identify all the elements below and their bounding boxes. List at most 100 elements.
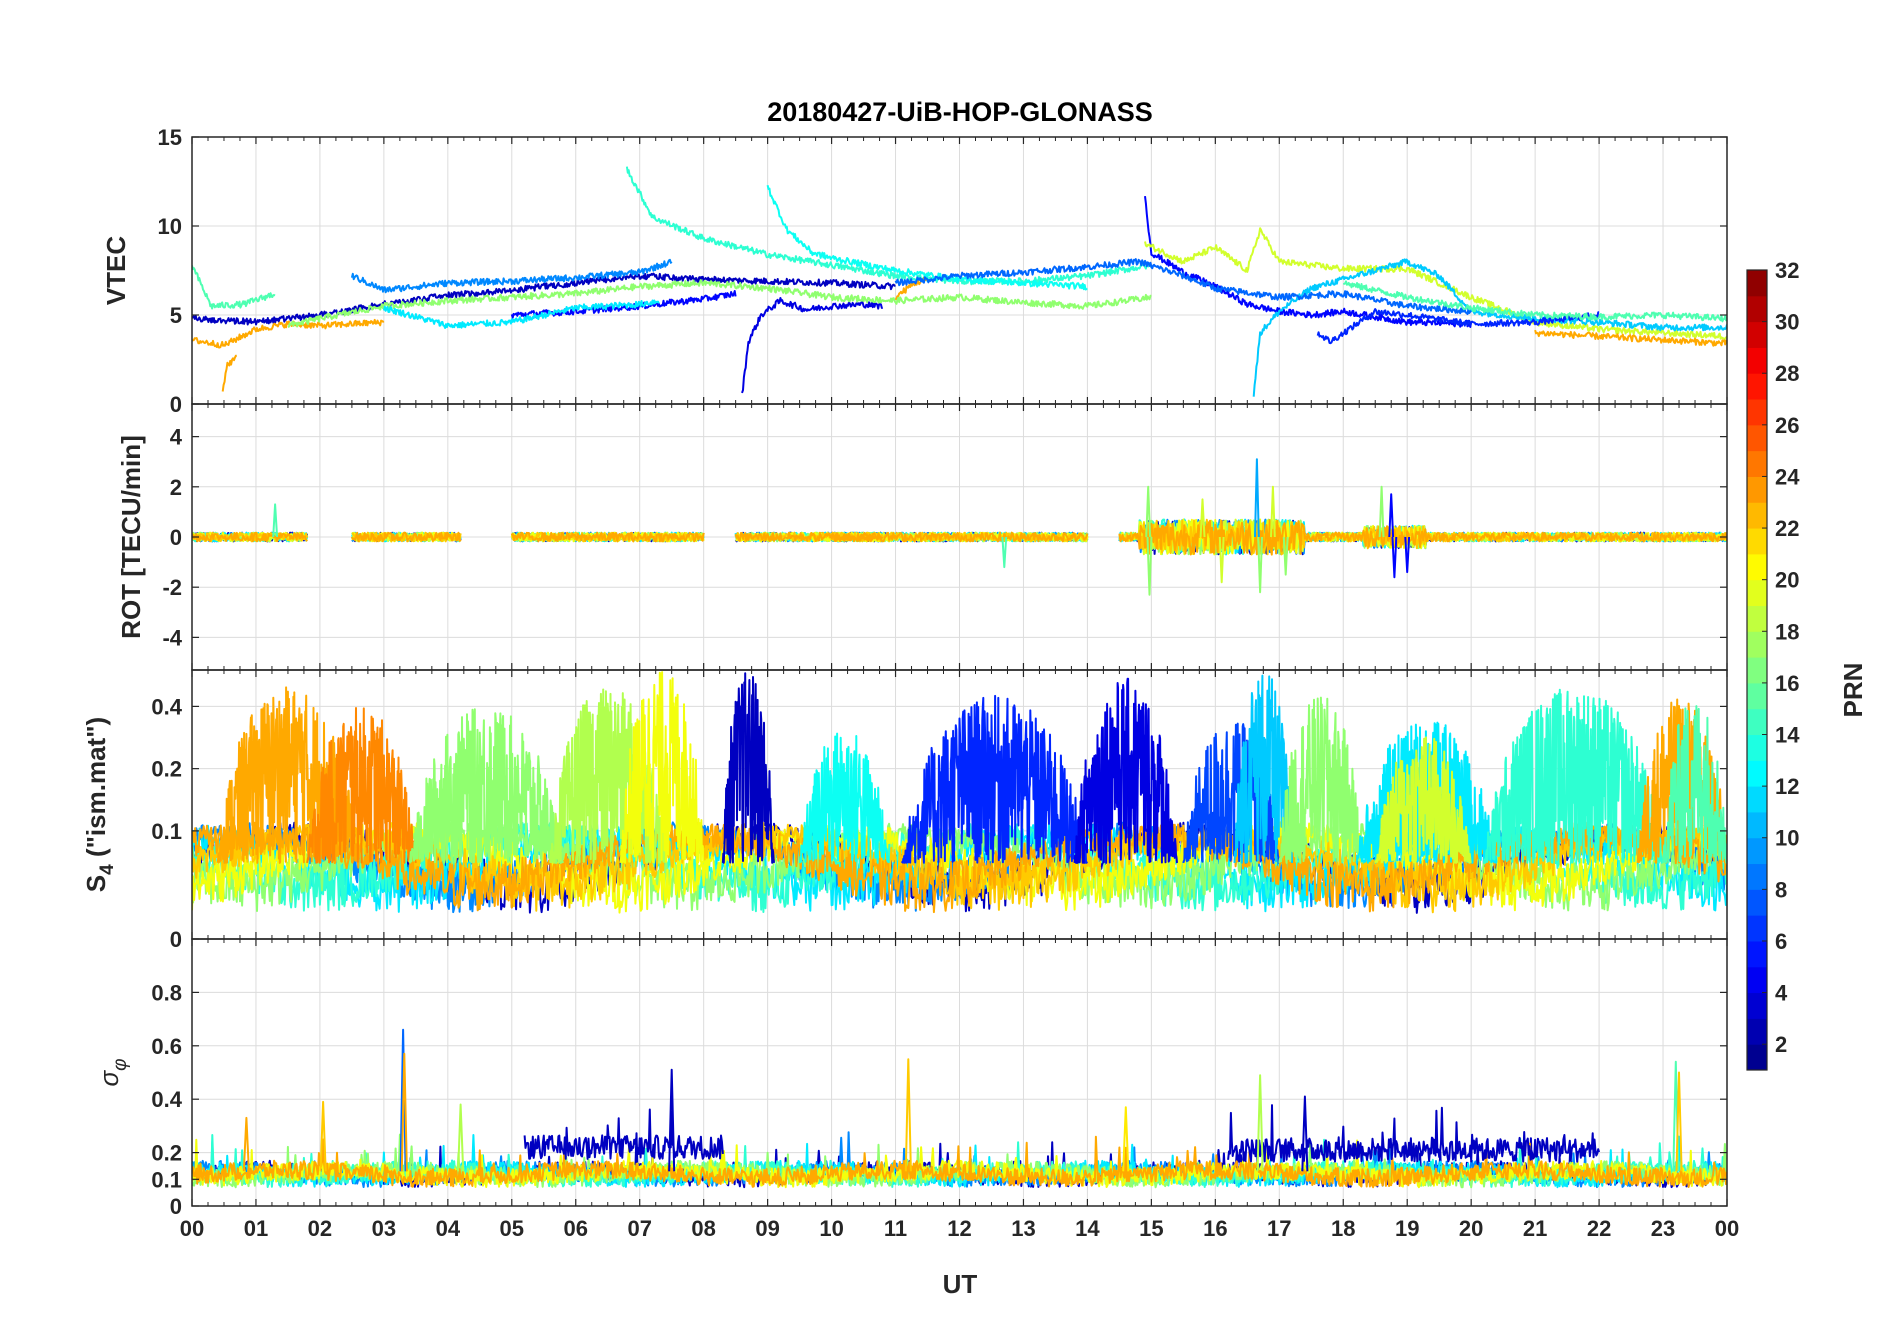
colorbar-segment (1747, 992, 1767, 1019)
s4-burst-prn-23 (216, 686, 360, 864)
rot-spike-prn-17 (1146, 536, 1153, 596)
colorbar-tick-label: 8 (1775, 877, 1787, 902)
colorbar-tick-label: 4 (1775, 981, 1788, 1006)
sigma-spike-prn-22 (319, 1100, 327, 1172)
x-tick-label: 21 (1523, 1216, 1547, 1241)
x-tick-label: 00 (180, 1216, 204, 1241)
panel-vtec: 0 5 10 15 VTEC (101, 125, 1728, 417)
colorbar-tick-label: 30 (1775, 310, 1799, 335)
colorbar-segment (1747, 889, 1767, 916)
x-tick-label: 00 (1715, 1216, 1739, 1241)
colorbar-segment (1747, 786, 1767, 813)
colorbar-segment (1747, 605, 1767, 632)
vtec-series-prn-15 (192, 265, 276, 310)
x-tick-label: 13 (1011, 1216, 1035, 1241)
y-tick-label-rot: -2 (162, 575, 182, 600)
ticks-vtec: 0 5 10 15 (158, 125, 1728, 417)
vtec-series-prn-15 (1342, 280, 1727, 323)
colorbar-tick-label: 14 (1775, 723, 1800, 748)
y-tick-label-vtec: 15 (158, 125, 182, 150)
x-tick-label: 12 (947, 1216, 971, 1241)
colorbar-segment (1747, 734, 1767, 761)
colorbar-segment (1747, 657, 1767, 684)
vtec-series-prn-19 (1144, 227, 1727, 340)
vtec-series-prn-23 (192, 318, 385, 349)
x-tick-label: 02 (308, 1216, 332, 1241)
sigma-baseline-prn-23 (192, 1135, 1727, 1189)
rot-spike-prn-5 (1388, 493, 1395, 538)
colorbar-tick-label: 6 (1775, 929, 1787, 954)
sigma-spike-prn-18 (457, 1103, 465, 1172)
x-tick-label: 15 (1139, 1216, 1163, 1241)
chart-title: 20180427-UiB-HOP-GLONASS (767, 97, 1153, 127)
colorbar-segment (1747, 450, 1767, 477)
y-tick-label-vtec: 10 (158, 214, 182, 239)
x-tick-label: 06 (564, 1216, 588, 1241)
colorbar-tick-label: 26 (1775, 413, 1799, 438)
x-tick-label: 23 (1651, 1216, 1675, 1241)
sigma-spike-prn-3 (1301, 1095, 1309, 1172)
x-tick-label: 09 (755, 1216, 779, 1241)
vtec-series-prn-23 (221, 354, 237, 392)
s4-burst-prn-6 (900, 694, 1089, 864)
colorbar-tick-label: 16 (1775, 671, 1799, 696)
sigma-spike-prn-8 (399, 1028, 407, 1172)
s4-burst-prn-19 (1374, 736, 1472, 864)
rot-series-prn-23 (830, 531, 1089, 543)
colorbar-segment (1747, 1018, 1767, 1045)
colorbar-segment (1747, 528, 1767, 555)
s4-burst-prn-14 (1483, 688, 1664, 864)
colorbar-tick-label: 22 (1775, 516, 1799, 541)
colorbar-tick-label: 12 (1775, 774, 1799, 799)
y-axis-label-vtec: VTEC (101, 236, 131, 306)
y-tick-label-s4: 0.2 (151, 757, 182, 782)
colorbar-segment (1747, 915, 1767, 942)
y-tick-label-sigma: 0.4 (151, 1087, 182, 1112)
x-tick-label: 01 (244, 1216, 268, 1241)
colorbar-segment (1747, 1044, 1767, 1071)
sigma-spike-prn-22 (1675, 1071, 1683, 1172)
traces-s4 (192, 671, 1727, 914)
x-tick-label: 08 (691, 1216, 715, 1241)
s4-baseline-prn-23 (192, 821, 1727, 914)
x-tick-label: 11 (884, 1216, 907, 1241)
vtec-series-prn-9 (350, 258, 673, 294)
rot-spike-prn-19 (1218, 536, 1225, 584)
sigma-spike-prn-3 (668, 1068, 676, 1172)
colorbar-segment (1747, 760, 1767, 787)
panel-sigma: 00.10.2 0.4 0.6 0.8 σφ 00 01 02 03 04 05 06 07 08 09 10… (94, 938, 1739, 1241)
vtec-series-prn-5 (1144, 195, 1473, 328)
sigma-spike-prn-22 (904, 1058, 912, 1172)
colorbar-label: PRN (1838, 663, 1868, 718)
vtec-series-prn-11 (1252, 258, 1727, 397)
y-axis-label-s4: S4 ("ism.mat") (81, 717, 118, 892)
x-tick-label: 19 (1395, 1216, 1419, 1241)
colorbar-segment (1747, 811, 1767, 839)
rot-spike-prn-5 (1404, 536, 1411, 574)
rot-series-prn-22 (1118, 518, 1727, 556)
y-tick-label-s4: 0 (170, 927, 182, 952)
s4-burst-prn-12 (1355, 721, 1498, 864)
colorbar-segment (1747, 270, 1767, 297)
y-tick-label-sigma: 0.1 (151, 1167, 182, 1192)
colorbar-segment (1747, 295, 1767, 323)
x-tick-label: 03 (372, 1216, 396, 1241)
y-tick-label-rot: 2 (170, 475, 182, 500)
vtec-series-prn-3 (192, 272, 896, 326)
traces-rot (192, 458, 1727, 596)
rot-series-prn-22 (192, 531, 309, 543)
vtec-series-prn-6 (1316, 308, 1600, 345)
rot-spike-prn-5 (1391, 536, 1398, 579)
y-axis-label-rot: ROT [TECU/min] (116, 435, 146, 639)
traces-sigma (192, 1028, 1727, 1189)
colorbar-tick-label: 2 (1775, 1032, 1787, 1057)
colorbar-segment (1747, 708, 1767, 736)
colorbar-segment (1747, 424, 1767, 452)
x-tick-label: 18 (1331, 1216, 1355, 1241)
vtec-series-prn-12 (382, 299, 660, 329)
y-tick-label-sigma: 0.8 (151, 980, 182, 1005)
s4-burst-prn-4 (1073, 677, 1178, 864)
colorbar-segment (1747, 476, 1767, 503)
y-tick-label-rot: -4 (162, 625, 182, 650)
